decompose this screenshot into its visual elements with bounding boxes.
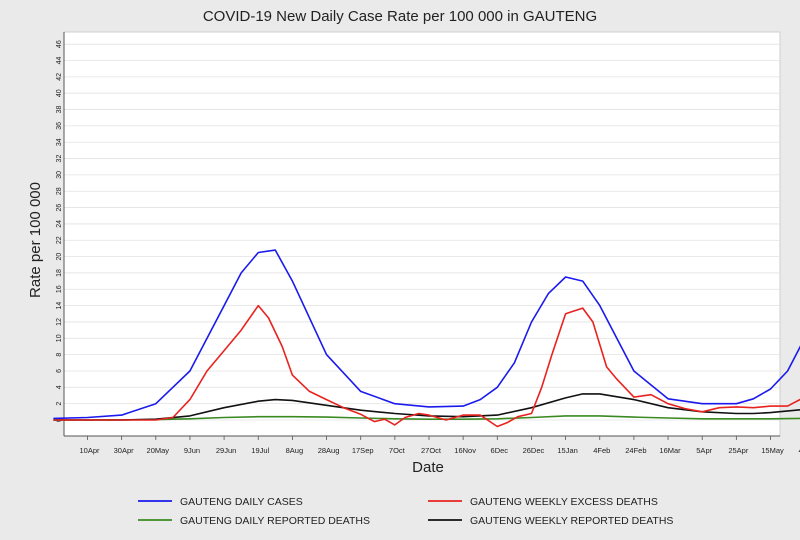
y-tick-label: 24 — [56, 220, 63, 228]
x-tick-label: 29Jun — [216, 446, 236, 455]
x-tick-label: 5Apr — [696, 446, 712, 455]
x-tick-label: 4Jun — [799, 446, 800, 455]
y-tick-label: 30 — [56, 171, 63, 179]
legend-label: GAUTENG WEEKLY REPORTED DEATHS — [470, 515, 673, 527]
x-tick-label: 26Dec — [523, 446, 545, 455]
x-tick-label: 28Aug — [318, 446, 340, 455]
y-tick-label: 18 — [56, 269, 63, 277]
x-tick-label: 15Jan — [557, 446, 577, 455]
y-tick-label: 36 — [56, 122, 63, 130]
x-tick-label: 15May — [761, 446, 784, 455]
y-tick-label: 8 — [56, 353, 63, 357]
x-tick-label: 24Feb — [625, 446, 646, 455]
series-lines — [53, 249, 800, 428]
y-tick-label: 32 — [56, 155, 63, 163]
x-tick-label: 4Feb — [593, 446, 610, 455]
y-tick-label: 40 — [56, 89, 63, 97]
x-tick-label: 27Oct — [421, 446, 442, 455]
y-tick-label: 6 — [56, 369, 63, 373]
y-tick-label: 46 — [56, 40, 63, 48]
series-line-1 — [53, 304, 800, 428]
y-tick-label: 22 — [56, 236, 63, 244]
y-tick-label: 26 — [56, 204, 63, 212]
x-tick-label: 30Apr — [114, 446, 135, 455]
chart-title: COVID-19 New Daily Case Rate per 100 000… — [203, 8, 597, 25]
x-tick-label: 16Mar — [659, 446, 681, 455]
y-tick-label: 42 — [56, 73, 63, 81]
x-tick-label: 19Jul — [251, 446, 269, 455]
x-tick-label: 17Sep — [352, 446, 374, 455]
x-tick-label: 9Jun — [184, 446, 200, 455]
plot-area — [63, 31, 781, 437]
y-tick-label: 10 — [56, 334, 63, 342]
y-tick-label: 38 — [56, 106, 63, 114]
y-tick-label: 34 — [56, 138, 63, 146]
y-axis-label: Rate per 100 000 — [27, 182, 44, 298]
x-axis-label: Date — [412, 459, 444, 476]
y-tick-label: 20 — [56, 253, 63, 261]
y-tick-label: 16 — [56, 285, 63, 293]
legend-label: GAUTENG DAILY CASES — [180, 496, 303, 508]
y-tick-label: 44 — [56, 57, 63, 65]
series-line-0 — [53, 249, 800, 420]
legend-label: GAUTENG DAILY REPORTED DEATHS — [180, 515, 370, 527]
series-line-2 — [53, 415, 800, 421]
legend: GAUTENG DAILY CASES GAUTENG WEEKLY EXCESS… — [138, 496, 673, 527]
y-tick-label: 14 — [56, 302, 63, 310]
x-axis: 10Apr 30Apr 20May 9Jun 29Jun 19Jul 8Aug 28Aug 17… — [64, 435, 800, 455]
grid — [64, 43, 780, 421]
x-tick-label: 10Apr — [79, 446, 100, 455]
y-tick-label: 12 — [56, 318, 63, 326]
legend-label: GAUTENG WEEKLY EXCESS DEATHS — [470, 496, 658, 508]
x-tick-label: 25Apr — [728, 446, 749, 455]
y-tick-label: 4 — [56, 385, 63, 389]
y-tick-label: 28 — [56, 187, 63, 195]
y-axis: 0246810121416182022242628303234363840424… — [56, 32, 65, 436]
x-tick-label: 7Oct — [389, 446, 406, 455]
y-tick-label: 2 — [56, 402, 63, 406]
x-tick-label: 20May — [147, 446, 170, 455]
x-tick-label: 8Aug — [286, 446, 304, 455]
x-tick-label: 16Nov — [454, 446, 476, 455]
x-tick-label: 6Dec — [491, 446, 509, 455]
